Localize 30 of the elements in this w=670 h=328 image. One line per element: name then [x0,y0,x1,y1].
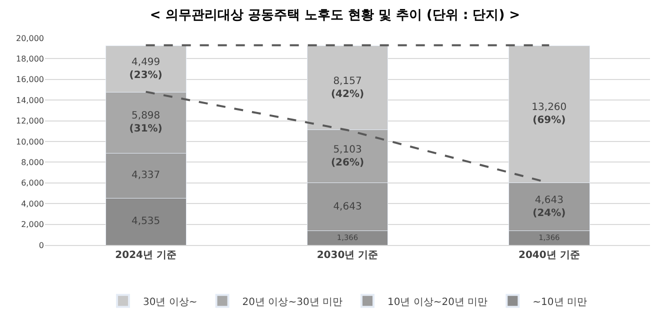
legend-label: 10년 이상~20년 미만 [387,296,488,308]
x-tick-label: 2040년 기준 [518,250,580,261]
x-tick-label: 2024년 기준 [115,250,176,261]
y-tick-label: 8,000 [21,158,44,167]
data-label: 4,643 (24%) [532,194,566,219]
data-label: 4,535 [132,216,160,228]
y-tick-label: 2,000 [21,220,44,230]
data-label: 1,366 [336,232,358,242]
y-tick-label: 10,000 [16,137,44,146]
y-tick-label: 4,000 [21,199,44,208]
data-label: 4,337 [132,170,160,182]
x-tick-label: 2030년 기준 [316,250,378,261]
legend-label: 20년 이상~30년 미만 [242,296,342,308]
data-label: 8,157 (42%) [330,76,364,100]
y-tick-label: 12,000 [16,116,44,126]
data-label: 4,643 [333,201,362,212]
data-label: 13,260 (69%) [532,102,567,126]
chart-title: < 의무관리대상 공동주택 노후도 현황 및 추이 (단위 : 단지) > [150,8,520,23]
y-tick-label: 20,000 [16,34,44,43]
y-tick-label: 0 [38,240,44,250]
data-label: 5,898 (31%) [129,110,162,135]
y-tick-label: 6,000 [21,178,44,188]
data-label: 1,366 [538,232,560,242]
legend-label: 30년 이상~ [143,296,198,308]
y-tick-label: 16,000 [16,75,44,84]
data-label: 5,103 (26%) [330,144,364,168]
y-tick-label: 18,000 [16,54,44,64]
y-tick-label: 14,000 [16,96,44,105]
legend-label: ~10년 미만 [532,296,587,308]
data-label: 4,499 (23%) [129,56,162,81]
